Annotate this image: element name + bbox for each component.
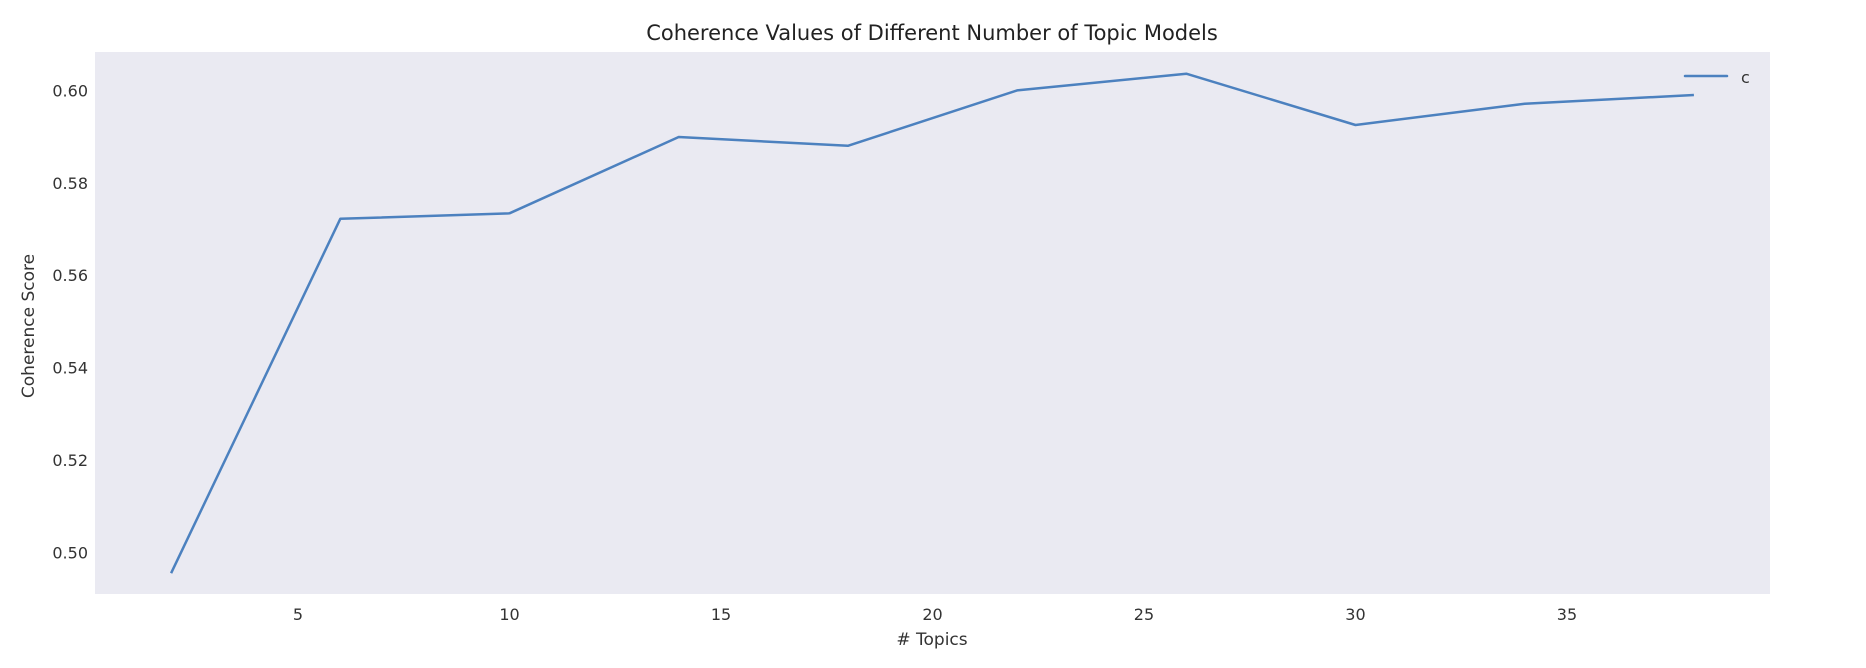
x-axis-title: # Topics	[896, 630, 967, 650]
y-tick-label: 0.58	[52, 174, 88, 193]
y-axis-ticks: 0.50 0.52 0.54 0.56 0.58 0.60	[52, 81, 88, 562]
x-tick-label: 15	[711, 605, 731, 624]
y-tick-label: 0.52	[52, 451, 88, 470]
plot-area	[95, 52, 1770, 594]
x-tick-label: 20	[922, 605, 942, 624]
legend: c	[1683, 68, 1750, 87]
y-axis-title: Coherence Score	[19, 254, 39, 398]
series-line-c	[169, 72, 1694, 574]
y-tick-label: 0.54	[52, 359, 88, 378]
x-tick-label: 25	[1134, 605, 1154, 624]
x-axis-ticks: 5 10 15 20 25 30 35	[293, 605, 1577, 624]
legend-label-c: c	[1741, 68, 1750, 87]
x-tick-label: 5	[293, 605, 303, 624]
y-tick-label: 0.50	[52, 543, 88, 562]
y-tick-label: 0.56	[52, 266, 88, 285]
chart-title: Coherence Values of Different Number of …	[646, 21, 1218, 45]
x-tick-label: 10	[499, 605, 519, 624]
x-tick-label: 30	[1345, 605, 1365, 624]
series-layer	[169, 72, 1694, 574]
y-tick-label: 0.60	[52, 81, 88, 100]
x-tick-label: 35	[1557, 605, 1577, 624]
